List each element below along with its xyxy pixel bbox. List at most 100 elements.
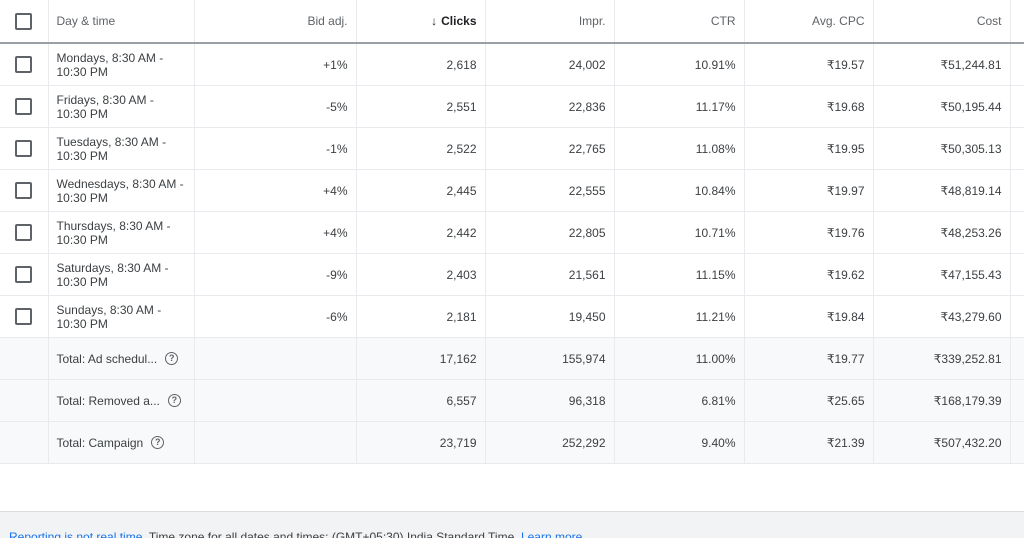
impr-cell: 22,805 [485, 211, 615, 254]
ctr-cell: 11.15% [614, 253, 745, 296]
spacer-cell [1010, 85, 1024, 128]
column-header-avg-cpc[interactable]: Avg. CPC [744, 0, 874, 44]
bid-adj-cell[interactable]: -9% [194, 253, 357, 296]
row-checkbox[interactable] [15, 182, 33, 199]
cost-cell: ₹50,195.44 [873, 85, 1011, 128]
table-row: Thursdays, 8:30 AM - 10:30 PM +4% 2,442 … [0, 211, 1024, 254]
cost-cell: ₹50,305.13 [873, 127, 1011, 170]
row-checkbox[interactable] [15, 266, 33, 283]
cost-cell: ₹48,253.26 [873, 211, 1011, 254]
column-header-bid-adj[interactable]: Bid adj. [194, 0, 357, 44]
table-row: Fridays, 8:30 AM - 10:30 PM -5% 2,551 22… [0, 85, 1024, 128]
column-header-cost-label: Cost [976, 14, 1002, 28]
day-time-cell: Saturdays, 8:30 AM - 10:30 PM [48, 253, 195, 296]
bid-adj-cell[interactable]: +4% [194, 169, 357, 212]
avg-cpc-cell: ₹19.76 [744, 211, 874, 254]
total-empty-cell [0, 421, 49, 464]
avg-cpc-cell: ₹19.62 [744, 253, 874, 296]
impr-cell: 22,765 [485, 127, 615, 170]
impr-cell: 22,836 [485, 85, 615, 128]
spacer-cell [1010, 127, 1024, 170]
learn-more-link[interactable]: Learn more [520, 530, 583, 538]
total-row-campaign: Total: Campaign? 23,719 252,292 9.40% ₹2… [0, 421, 1024, 464]
row-checkbox[interactable] [15, 140, 33, 157]
column-header-ctr-label: CTR [710, 14, 736, 28]
row-checkbox[interactable] [15, 224, 33, 241]
avg-cpc-cell: ₹21.39 [744, 421, 874, 464]
bid-adj-cell[interactable]: -5% [194, 85, 357, 128]
column-header-ctr[interactable]: CTR [614, 0, 745, 44]
clicks-cell: 2,551 [356, 85, 486, 128]
bid-adj-cell[interactable]: -6% [194, 295, 357, 338]
bid-adj-cell[interactable]: -1% [194, 127, 357, 170]
row-select-cell [0, 85, 49, 128]
row-checkbox[interactable] [15, 56, 33, 73]
column-header-day-time[interactable]: Day & time [48, 0, 195, 44]
clicks-cell: 23,719 [356, 421, 486, 464]
cost-cell: ₹43,279.60 [873, 295, 1011, 338]
impr-cell: 252,292 [485, 421, 615, 464]
column-header-cost[interactable]: Cost [873, 0, 1011, 44]
ctr-cell: 11.00% [614, 337, 745, 380]
spacer-cell [1010, 379, 1024, 422]
total-empty-cell [0, 379, 49, 422]
ctr-cell: 11.21% [614, 295, 745, 338]
table-row: Wednesdays, 8:30 AM - 10:30 PM +4% 2,445… [0, 169, 1024, 212]
cost-cell: ₹48,819.14 [873, 169, 1011, 212]
row-checkbox[interactable] [15, 98, 33, 115]
ad-schedule-table: Day & time Bid adj. ↓ Clicks Impr. CTR Av… [0, 0, 1024, 464]
avg-cpc-cell: ₹19.84 [744, 295, 874, 338]
clicks-cell: 2,522 [356, 127, 486, 170]
select-all-cell [0, 0, 49, 44]
help-icon[interactable]: ? [165, 352, 179, 365]
column-header-bid-adj-label: Bid adj. [307, 14, 348, 28]
cost-cell: ₹168,179.39 [873, 379, 1011, 422]
row-checkbox[interactable] [15, 308, 33, 325]
clicks-cell: 2,445 [356, 169, 486, 212]
total-label-cell: Total: Campaign? [48, 421, 195, 464]
bid-adj-cell [194, 337, 357, 380]
help-icon[interactable]: ? [151, 436, 165, 449]
row-select-cell [0, 169, 49, 212]
table-row: Mondays, 8:30 AM - 10:30 PM +1% 2,618 24… [0, 43, 1024, 86]
bid-adj-cell [194, 421, 357, 464]
column-header-day-time-label: Day & time [56, 14, 116, 28]
total-label: Total: Removed a... [56, 393, 160, 408]
reporting-not-realtime-link[interactable]: Reporting is not real time. [9, 530, 146, 538]
avg-cpc-cell: ₹19.95 [744, 127, 874, 170]
total-row-ad-schedule: Total: Ad schedul...? 17,162 155,974 11.… [0, 337, 1024, 380]
impr-cell: 19,450 [485, 295, 615, 338]
day-time-cell: Mondays, 8:30 AM - 10:30 PM [48, 43, 195, 86]
ctr-cell: 11.08% [614, 127, 745, 170]
clicks-cell: 2,181 [356, 295, 486, 338]
column-header-clicks[interactable]: ↓ Clicks [356, 0, 486, 44]
spacer-cell [1010, 295, 1024, 338]
day-time-cell: Sundays, 8:30 AM - 10:30 PM [48, 295, 195, 338]
clicks-cell: 2,403 [356, 253, 486, 296]
row-select-cell [0, 43, 49, 86]
table-row: Sundays, 8:30 AM - 10:30 PM -6% 2,181 19… [0, 295, 1024, 338]
ctr-cell: 10.84% [614, 169, 745, 212]
select-all-checkbox[interactable] [15, 12, 33, 30]
bid-adj-cell[interactable]: +4% [194, 211, 357, 254]
total-label: Total: Campaign [56, 435, 144, 450]
avg-cpc-cell: ₹19.77 [744, 337, 874, 380]
spacer-cell [1010, 253, 1024, 296]
day-time-cell: Tuesdays, 8:30 AM - 10:30 PM [48, 127, 195, 170]
timezone-text: Time zone for all dates and times: (GMT+… [148, 530, 518, 538]
help-icon[interactable]: ? [167, 394, 181, 407]
ad-schedule-table-container: Day & time Bid adj. ↓ Clicks Impr. CTR Av… [0, 0, 1024, 464]
column-header-impr[interactable]: Impr. [485, 0, 615, 44]
reporting-footer: Reporting is not real time. Time zone fo… [0, 511, 1024, 538]
bid-adj-cell[interactable]: +1% [194, 43, 357, 86]
spacer-cell [1010, 337, 1024, 380]
cost-cell: ₹507,432.20 [873, 421, 1011, 464]
table-row: Tuesdays, 8:30 AM - 10:30 PM -1% 2,522 2… [0, 127, 1024, 170]
ctr-cell: 6.81% [614, 379, 745, 422]
spacer-cell [1010, 211, 1024, 254]
arrow-down-icon: ↓ [431, 14, 438, 28]
cost-cell: ₹47,155.43 [873, 253, 1011, 296]
row-select-cell [0, 295, 49, 338]
ctr-cell: 9.40% [614, 421, 745, 464]
impr-cell: 24,002 [485, 43, 615, 86]
